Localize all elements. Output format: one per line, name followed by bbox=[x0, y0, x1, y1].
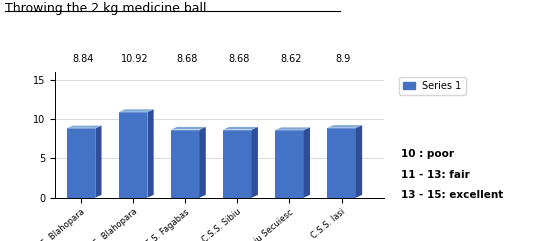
Polygon shape bbox=[327, 128, 356, 198]
Text: 13 - 15: excellent: 13 - 15: excellent bbox=[401, 190, 503, 200]
Polygon shape bbox=[251, 127, 258, 198]
Polygon shape bbox=[66, 128, 96, 198]
Text: 10 : poor: 10 : poor bbox=[401, 149, 454, 159]
Polygon shape bbox=[148, 109, 154, 198]
Polygon shape bbox=[223, 130, 251, 198]
Polygon shape bbox=[119, 112, 148, 198]
Text: 11 - 13: fair: 11 - 13: fair bbox=[401, 170, 469, 180]
Polygon shape bbox=[356, 125, 362, 198]
Polygon shape bbox=[119, 109, 154, 112]
Text: Throwing the 2 kg medicine ball: Throwing the 2 kg medicine ball bbox=[5, 2, 207, 15]
Polygon shape bbox=[171, 130, 199, 198]
Legend: Series 1: Series 1 bbox=[399, 77, 466, 95]
Text: 8.9: 8.9 bbox=[336, 54, 351, 64]
Polygon shape bbox=[223, 127, 258, 130]
Polygon shape bbox=[171, 127, 206, 130]
Text: 8.84: 8.84 bbox=[72, 54, 93, 64]
Polygon shape bbox=[199, 127, 206, 198]
Polygon shape bbox=[275, 127, 310, 130]
Polygon shape bbox=[96, 126, 102, 198]
Polygon shape bbox=[66, 126, 102, 128]
Text: 8.62: 8.62 bbox=[281, 54, 302, 64]
Text: 8.68: 8.68 bbox=[228, 54, 250, 64]
Polygon shape bbox=[304, 127, 310, 198]
Polygon shape bbox=[275, 130, 304, 198]
Text: 10.92: 10.92 bbox=[121, 54, 149, 64]
Polygon shape bbox=[327, 125, 362, 128]
Text: 8.68: 8.68 bbox=[176, 54, 198, 64]
